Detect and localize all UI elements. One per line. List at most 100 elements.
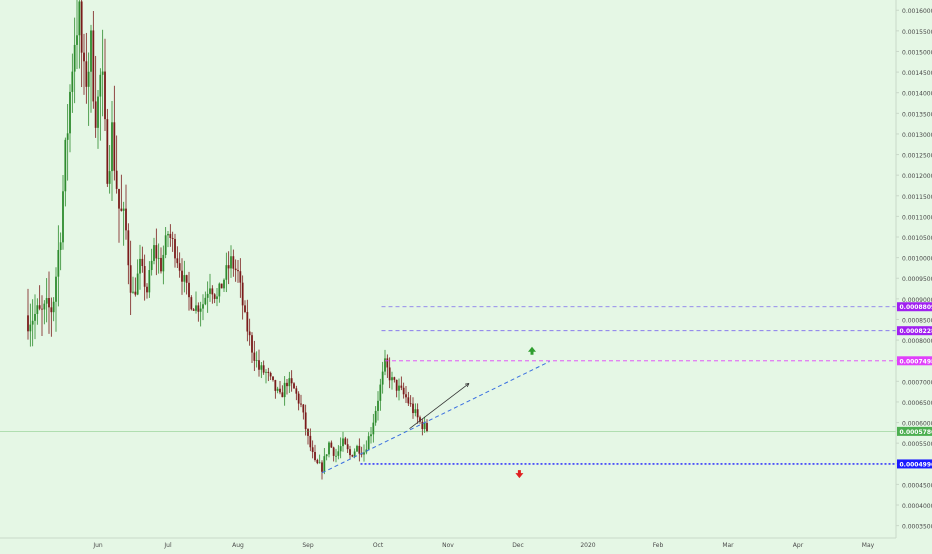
candle-body [286, 383, 288, 386]
candle-body [323, 456, 325, 472]
time-tick-label: Mar [722, 542, 734, 549]
price-tick-label: 0.0010000 [902, 256, 932, 263]
candle-body [125, 209, 127, 231]
candle-body [347, 444, 349, 449]
candle-body [405, 394, 407, 397]
candle-body [237, 270, 239, 271]
candle-body [342, 438, 344, 446]
candle-body [85, 61, 87, 87]
candle-body [223, 280, 225, 289]
level-badge-label: 0.0008228 [900, 328, 932, 335]
candle-body [181, 271, 183, 282]
candle-body [232, 256, 234, 268]
candle-body [43, 304, 45, 310]
drawings-layer[interactable] [0, 307, 896, 478]
candle-body [165, 235, 167, 255]
down-arrow-icon[interactable] [515, 470, 523, 478]
candle-body [377, 401, 379, 411]
candle-body [148, 270, 150, 292]
projection-arrow-line[interactable] [410, 383, 470, 428]
candle-body [113, 122, 115, 170]
candle-body [328, 443, 330, 455]
price-tick-label: 0.0014500 [902, 70, 932, 77]
candle-body [421, 422, 423, 429]
candle-body [74, 45, 76, 72]
candle-body [83, 53, 85, 62]
candle-body [242, 283, 244, 306]
candle-body [302, 405, 304, 413]
candle-body [158, 258, 160, 259]
price-tick-label: 0.0016000 [902, 8, 932, 15]
candle-body [272, 376, 274, 380]
candle-body [281, 392, 283, 397]
candle-body [412, 404, 414, 413]
price-tick-label: 0.0006000 [902, 421, 932, 428]
candle-body [127, 230, 129, 265]
time-tick-label: Apr [793, 542, 804, 549]
candle-body [106, 119, 108, 184]
candle-body [209, 288, 211, 293]
candle-body [172, 238, 174, 239]
price-tick-label: 0.0011000 [902, 214, 932, 221]
candle-body [27, 315, 29, 331]
candle-body [160, 258, 162, 271]
candle-body [104, 72, 106, 120]
candle-body [368, 436, 370, 449]
candle-body [167, 234, 169, 235]
candle-body [288, 378, 290, 386]
candle-body [57, 250, 59, 277]
candle-body [356, 446, 358, 452]
candle-body [95, 101, 97, 127]
candle-body [307, 429, 309, 436]
candle-body [424, 423, 426, 429]
candle-layer [27, 0, 428, 479]
candle-body [382, 372, 384, 385]
candle-body [62, 191, 64, 242]
candle-body [195, 305, 197, 310]
candle-body [186, 275, 188, 283]
candle-body [300, 404, 302, 405]
candle-body [46, 298, 48, 304]
candle-body [426, 423, 428, 431]
candle-body [146, 287, 148, 293]
price-tick-label: 0.0009500 [902, 276, 932, 283]
ascending-trendline[interactable] [322, 362, 550, 473]
candle-body [132, 292, 134, 293]
candle-body [176, 258, 178, 263]
candle-body [235, 269, 237, 270]
candle-body [239, 271, 241, 282]
candle-body [97, 97, 99, 128]
candle-body [92, 30, 94, 101]
price-tick-label: 0.0004500 [902, 482, 932, 489]
candle-body [319, 462, 321, 463]
candle-body [274, 380, 276, 391]
candle-body [141, 259, 143, 266]
candle-body [330, 443, 332, 448]
price-tick-label: 0.0007000 [902, 379, 932, 386]
candle-body [349, 449, 351, 455]
up-arrow-icon[interactable] [528, 347, 536, 355]
candle-body [204, 298, 206, 304]
price-tick-label: 0.0014000 [902, 91, 932, 98]
candle-body [218, 284, 220, 297]
price-tick-label: 0.0015000 [902, 49, 932, 56]
candle-body [153, 245, 155, 261]
candle-body [174, 239, 176, 258]
candle-body [293, 383, 295, 388]
level-badge-label: 0.0007498 [900, 358, 932, 365]
candle-body [370, 434, 372, 436]
candle-body [372, 423, 374, 435]
candle-body [403, 388, 405, 395]
candle-body [230, 256, 232, 268]
candle-body [130, 265, 132, 292]
candle-body [144, 266, 146, 287]
candle-body [291, 378, 293, 383]
candle-body [279, 389, 281, 393]
time-tick-label: Nov [442, 542, 454, 549]
candle-body [316, 460, 318, 463]
candle-body [246, 312, 248, 332]
candle-body [298, 394, 300, 404]
price-tick-label: 0.0008500 [902, 317, 932, 324]
